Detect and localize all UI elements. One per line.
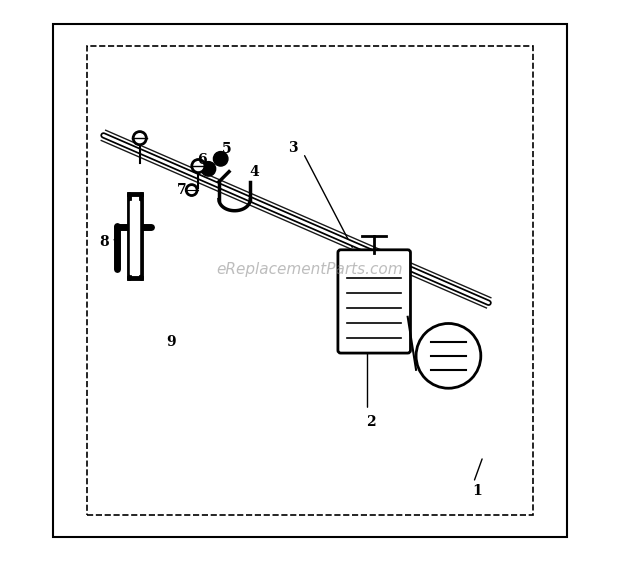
Text: 5: 5 — [222, 142, 231, 156]
Text: 7: 7 — [177, 183, 187, 197]
Circle shape — [201, 162, 216, 176]
Text: 3: 3 — [288, 141, 298, 155]
Circle shape — [191, 159, 206, 173]
Text: 1: 1 — [472, 484, 482, 498]
Text: 8: 8 — [99, 235, 108, 249]
Circle shape — [416, 324, 481, 388]
Circle shape — [133, 131, 147, 145]
Text: 4: 4 — [250, 164, 259, 178]
FancyBboxPatch shape — [338, 250, 410, 353]
Text: 6: 6 — [197, 153, 207, 167]
Text: eReplacementParts.com: eReplacementParts.com — [216, 262, 404, 277]
Circle shape — [194, 162, 203, 171]
Circle shape — [188, 187, 195, 194]
Circle shape — [185, 184, 198, 196]
Text: 9: 9 — [166, 335, 175, 349]
Text: 2: 2 — [366, 415, 376, 429]
Circle shape — [213, 151, 228, 166]
Circle shape — [135, 134, 144, 142]
